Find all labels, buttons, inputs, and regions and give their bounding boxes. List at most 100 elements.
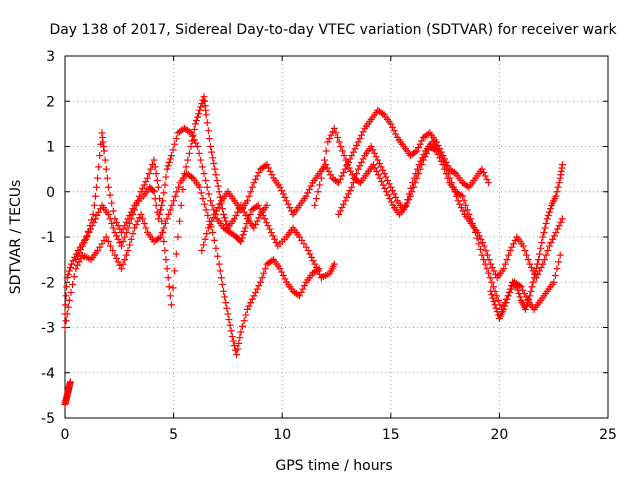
data-point bbox=[416, 140, 424, 148]
data-point bbox=[335, 210, 343, 218]
data-point bbox=[240, 317, 248, 325]
data-point bbox=[555, 258, 563, 266]
data-point bbox=[134, 217, 142, 225]
data-point bbox=[116, 261, 124, 269]
data-point bbox=[203, 230, 211, 238]
data-point bbox=[513, 283, 521, 291]
data-point bbox=[62, 292, 70, 300]
data-point bbox=[250, 179, 258, 187]
data-point bbox=[108, 219, 116, 227]
data-point bbox=[256, 278, 264, 286]
data-point bbox=[119, 260, 127, 268]
data-point bbox=[354, 165, 362, 173]
data-point bbox=[284, 200, 292, 208]
data-point bbox=[309, 257, 317, 265]
data-point bbox=[149, 187, 157, 195]
data-point bbox=[374, 156, 382, 164]
data-point bbox=[188, 173, 196, 181]
data-point bbox=[492, 270, 500, 278]
data-point bbox=[187, 143, 195, 150]
data-point bbox=[431, 146, 439, 154]
data-point bbox=[147, 165, 155, 173]
data-point bbox=[109, 224, 117, 232]
data-point bbox=[154, 183, 162, 191]
data-point bbox=[215, 260, 223, 268]
data-point bbox=[90, 201, 98, 209]
data-point bbox=[534, 256, 542, 264]
data-point bbox=[335, 138, 343, 146]
data-point bbox=[160, 238, 168, 246]
data-point bbox=[67, 288, 75, 296]
data-point bbox=[242, 212, 250, 220]
data-point bbox=[276, 183, 284, 191]
y-tick-label: 3 bbox=[46, 49, 55, 65]
data-point bbox=[490, 267, 498, 275]
data-point bbox=[63, 274, 71, 282]
data-point bbox=[472, 228, 480, 236]
data-point bbox=[203, 119, 211, 127]
series-sat-a bbox=[61, 124, 338, 318]
data-point bbox=[540, 228, 548, 236]
data-point bbox=[552, 228, 560, 236]
data-point bbox=[263, 201, 271, 209]
data-point bbox=[369, 146, 377, 154]
data-point bbox=[278, 187, 286, 195]
data-point bbox=[155, 195, 163, 203]
data-point bbox=[304, 247, 312, 255]
data-point bbox=[379, 181, 387, 189]
x-tick-label: 10 bbox=[273, 427, 291, 443]
data-point bbox=[444, 174, 452, 182]
data-point bbox=[114, 258, 122, 266]
data-point bbox=[338, 204, 346, 212]
y-tick-label: 2 bbox=[46, 94, 55, 110]
data-point bbox=[491, 301, 499, 309]
data-point bbox=[327, 131, 335, 139]
x-tick-label: 15 bbox=[382, 427, 400, 443]
data-point bbox=[200, 170, 208, 178]
data-point bbox=[80, 239, 88, 247]
x-tick-label: 5 bbox=[169, 427, 178, 443]
data-point bbox=[316, 181, 324, 189]
data-point bbox=[549, 235, 557, 243]
data-point bbox=[73, 261, 81, 269]
data-point bbox=[332, 129, 340, 137]
data-point bbox=[144, 174, 152, 182]
data-point bbox=[204, 212, 212, 220]
data-point bbox=[346, 187, 354, 195]
data-point bbox=[214, 204, 222, 212]
data-point bbox=[541, 224, 549, 232]
data-point bbox=[511, 236, 519, 244]
data-point bbox=[527, 264, 535, 272]
data-point bbox=[410, 183, 418, 191]
data-point bbox=[434, 150, 442, 158]
data-point bbox=[247, 188, 255, 196]
data-point bbox=[314, 188, 322, 196]
series-sat-e bbox=[311, 124, 566, 282]
data-point bbox=[355, 178, 363, 186]
data-point bbox=[384, 176, 392, 184]
data-point bbox=[89, 210, 97, 218]
grid bbox=[65, 56, 608, 418]
data-point bbox=[140, 181, 148, 189]
data-point bbox=[463, 182, 471, 190]
data-point bbox=[336, 175, 344, 183]
data-point bbox=[131, 206, 139, 214]
data-point bbox=[508, 243, 516, 251]
data-point bbox=[341, 165, 349, 173]
data-point bbox=[155, 234, 163, 242]
data-point bbox=[90, 218, 98, 226]
data-point bbox=[197, 156, 205, 164]
y-tick-label: 1 bbox=[46, 140, 55, 156]
data-point bbox=[150, 188, 158, 196]
data-point bbox=[75, 249, 83, 257]
data-point bbox=[423, 149, 431, 157]
data-point bbox=[78, 242, 86, 250]
data-point bbox=[114, 235, 122, 243]
data-point bbox=[104, 210, 112, 218]
data-point bbox=[252, 288, 260, 296]
data-point bbox=[111, 228, 119, 236]
data-point bbox=[114, 222, 122, 230]
data-point bbox=[164, 274, 172, 282]
data-point bbox=[341, 197, 349, 205]
data-point bbox=[205, 190, 213, 198]
